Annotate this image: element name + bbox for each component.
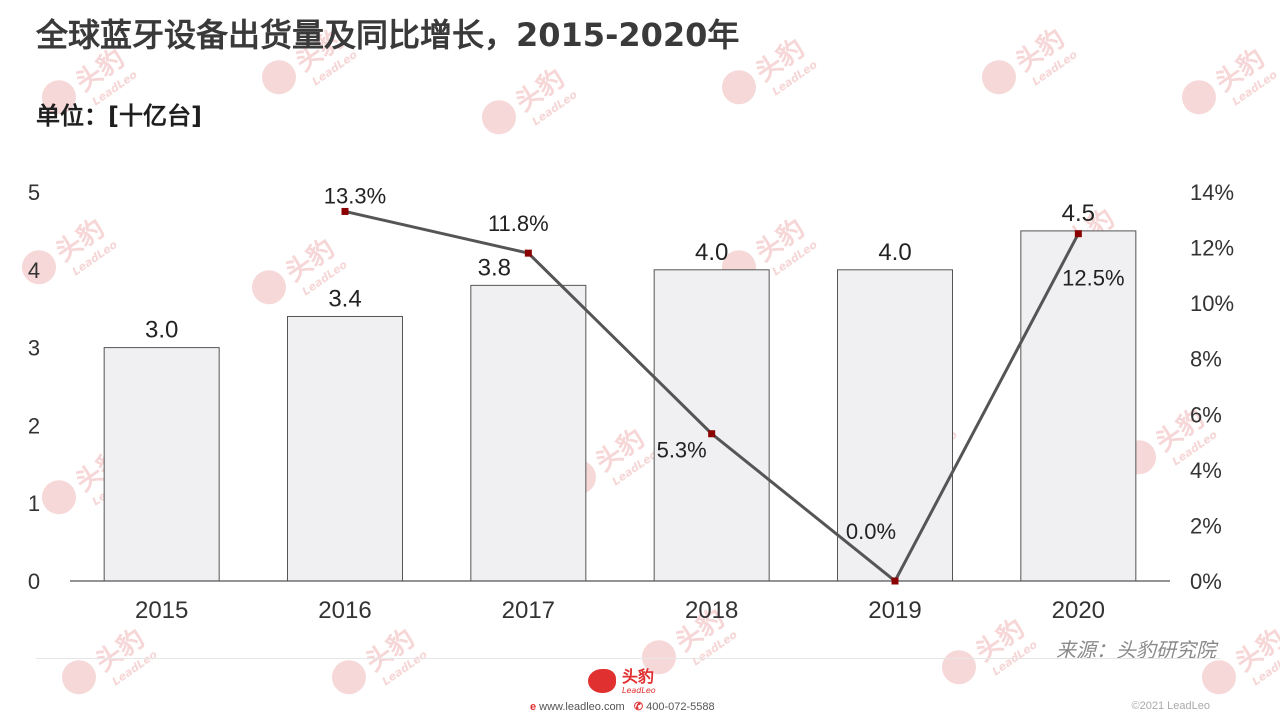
line-point: [708, 430, 716, 438]
watermark-subtext: LeadLeo: [109, 647, 160, 689]
bar-value-label: 4.5: [1062, 200, 1095, 227]
bar: [837, 269, 953, 582]
y-left-tick-label: 2: [28, 413, 40, 438]
copyright: ©2021 LeadLeo: [1131, 700, 1210, 712]
chart-title: 全球蓝牙设备出货量及同比增长，2015-2020年: [36, 16, 740, 54]
logo-subtext: LeadLeo: [622, 686, 656, 695]
bar: [103, 347, 220, 582]
phone-number: 400-072-5588: [646, 701, 715, 713]
bar: [1020, 230, 1137, 582]
bar-value-label: 4.0: [878, 239, 911, 266]
leopard-logo-icon: [588, 669, 616, 693]
x-tick-label: 2015: [135, 597, 188, 624]
footer-logo: 头豹 LeadLeo: [588, 666, 656, 696]
y-right-tick-label: 10%: [1190, 291, 1234, 316]
footer-contact: e www.leadleo.com ✆ 400-072-5588: [530, 700, 715, 713]
line-point: [891, 577, 899, 585]
x-tick-label: 2019: [868, 597, 921, 624]
y-left-tick-label: 0: [28, 569, 40, 594]
line-value-label: 13.3%: [324, 183, 386, 208]
watermark-subtext: LeadLeo: [379, 647, 430, 689]
x-tick-label: 2017: [502, 597, 555, 624]
combo-chart: 0 1 2 3 4 5 0% 2% 4% 6% 8% 10% 12% 14% 2015 2016 2017 201…: [28, 180, 1234, 624]
website-link[interactable]: www.leadleo.com: [539, 701, 625, 713]
y-right-tick-label: 8%: [1190, 347, 1222, 372]
line-value-label: 5.3%: [657, 438, 707, 463]
watermark-logo-icon: [935, 643, 983, 691]
y-left-tick-label: 4: [28, 258, 40, 283]
y-left-tick-label: 3: [28, 336, 40, 361]
y-right-tick-label: 0%: [1190, 569, 1222, 594]
watermark-logo-icon: [55, 653, 103, 701]
watermark-logo-icon: [325, 653, 373, 701]
bar: [470, 284, 587, 582]
y-right-tick-label: 2%: [1190, 513, 1222, 538]
y-left-tick-label: 5: [28, 180, 40, 205]
logo-text: 头豹: [622, 667, 655, 686]
y-left-tick-label: 1: [28, 491, 40, 516]
web-icon: e: [530, 701, 537, 713]
line-point: [524, 249, 532, 257]
x-tick-label: 2020: [1052, 597, 1105, 624]
bar-value-label: 3.0: [145, 317, 178, 344]
unit-label: 单位：[十亿台]: [36, 102, 202, 130]
watermark-subtext: LeadLeo: [1249, 647, 1280, 689]
x-tick-label: 2018: [685, 597, 738, 624]
bar: [287, 315, 403, 582]
footer-divider: [36, 658, 1220, 659]
bar-value-label: 3.8: [478, 254, 511, 281]
y-right-tick-label: 6%: [1190, 402, 1222, 427]
line-point: [1074, 230, 1082, 238]
y-right-tick-label: 14%: [1190, 180, 1234, 205]
bar: [653, 269, 770, 582]
line-value-label: 0.0%: [846, 519, 896, 544]
line-value-label: 12.5%: [1062, 266, 1124, 291]
line-point: [341, 207, 349, 215]
line-value-label: 11.8%: [488, 211, 549, 236]
y-right-tick-label: 12%: [1190, 236, 1234, 261]
bar-value-label: 4.0: [695, 239, 728, 266]
x-tick-label: 2016: [318, 597, 371, 624]
phone-icon: ✆: [633, 701, 644, 713]
y-right-tick-label: 4%: [1190, 458, 1222, 483]
bar-value-label: 3.4: [328, 285, 361, 312]
